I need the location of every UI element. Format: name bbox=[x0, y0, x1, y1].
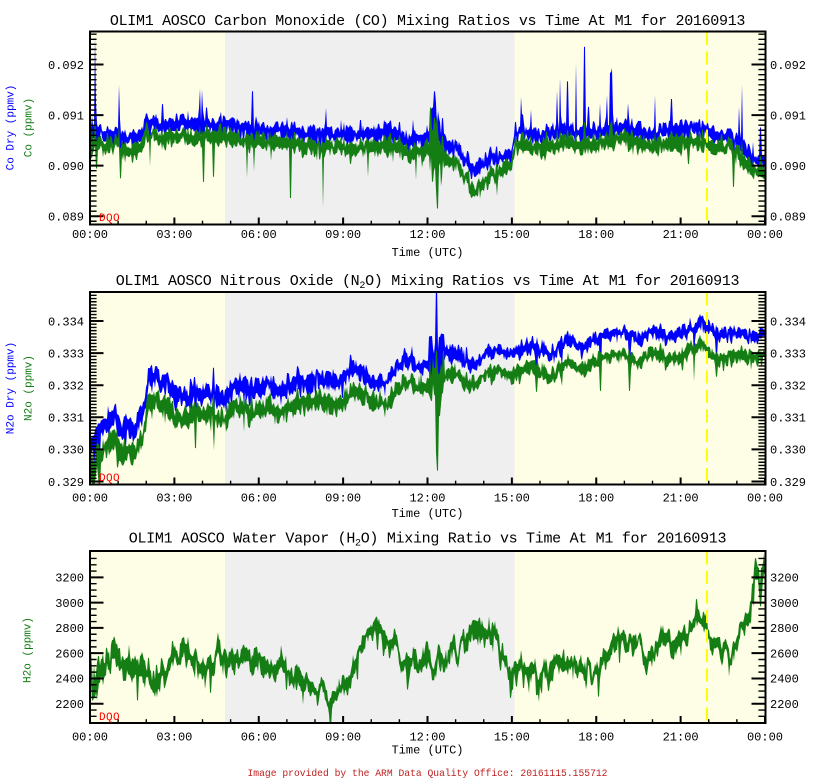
svg-text:OLIM1 AOSCO Carbon Monoxide (C: OLIM1 AOSCO Carbon Monoxide (CO) Mixing … bbox=[110, 13, 746, 30]
svg-text:0.329: 0.329 bbox=[770, 476, 806, 490]
svg-text:00:00: 00:00 bbox=[747, 730, 783, 744]
svg-text:06:00: 06:00 bbox=[241, 491, 277, 505]
svg-text:0.329: 0.329 bbox=[48, 476, 84, 490]
svg-text:DQO: DQO bbox=[99, 213, 120, 225]
svg-text:0.330: 0.330 bbox=[48, 444, 84, 458]
svg-text:2400: 2400 bbox=[770, 673, 799, 687]
svg-text:2600: 2600 bbox=[770, 648, 799, 662]
svg-text:Time (UTC): Time (UTC) bbox=[391, 743, 463, 757]
svg-text:3200: 3200 bbox=[770, 572, 799, 586]
svg-text:Image provided by the ARM Data: Image provided by the ARM Data Quality O… bbox=[248, 768, 608, 780]
svg-text:2400: 2400 bbox=[55, 673, 84, 687]
svg-text:DQO: DQO bbox=[99, 473, 120, 485]
svg-text:0.334: 0.334 bbox=[770, 315, 806, 329]
svg-text:0.090: 0.090 bbox=[48, 160, 84, 174]
svg-text:15:00: 15:00 bbox=[494, 491, 530, 505]
svg-text:N2o Dry (ppmv): N2o Dry (ppmv) bbox=[6, 342, 18, 434]
svg-text:03:00: 03:00 bbox=[156, 228, 192, 242]
svg-text:15:00: 15:00 bbox=[494, 228, 530, 242]
svg-text:0.330: 0.330 bbox=[770, 444, 806, 458]
svg-text:Time (UTC): Time (UTC) bbox=[391, 246, 463, 260]
svg-text:18:00: 18:00 bbox=[578, 730, 614, 744]
svg-text:09:00: 09:00 bbox=[325, 730, 361, 744]
svg-text:15:00: 15:00 bbox=[494, 730, 530, 744]
svg-text:Co Dry (ppmv): Co Dry (ppmv) bbox=[6, 85, 18, 171]
svg-text:09:00: 09:00 bbox=[325, 491, 361, 505]
svg-text:00:00: 00:00 bbox=[72, 730, 108, 744]
svg-text:2800: 2800 bbox=[770, 622, 799, 636]
svg-text:0.091: 0.091 bbox=[48, 109, 84, 123]
svg-text:H2o (ppmv): H2o (ppmv) bbox=[23, 617, 35, 683]
svg-text:0.089: 0.089 bbox=[48, 211, 84, 225]
svg-text:06:00: 06:00 bbox=[241, 228, 277, 242]
svg-text:2600: 2600 bbox=[55, 648, 84, 662]
svg-text:21:00: 21:00 bbox=[663, 228, 699, 242]
svg-text:00:00: 00:00 bbox=[72, 491, 108, 505]
svg-text:3200: 3200 bbox=[55, 572, 84, 586]
svg-text:00:00: 00:00 bbox=[747, 491, 783, 505]
svg-text:21:00: 21:00 bbox=[663, 491, 699, 505]
svg-text:0.331: 0.331 bbox=[48, 412, 84, 426]
svg-text:0.334: 0.334 bbox=[48, 315, 84, 329]
svg-text:0.090: 0.090 bbox=[770, 160, 806, 174]
svg-text:18:00: 18:00 bbox=[578, 228, 614, 242]
svg-text:OLIM1 AOSCO Nitrous Oxide (N2O: OLIM1 AOSCO Nitrous Oxide (N2O) Mixing R… bbox=[116, 273, 740, 292]
svg-text:00:00: 00:00 bbox=[747, 228, 783, 242]
svg-text:12:00: 12:00 bbox=[409, 228, 445, 242]
svg-text:0.092: 0.092 bbox=[770, 59, 806, 73]
svg-text:06:00: 06:00 bbox=[241, 730, 277, 744]
svg-text:3000: 3000 bbox=[55, 597, 84, 611]
svg-text:3000: 3000 bbox=[770, 597, 799, 611]
svg-text:0.333: 0.333 bbox=[770, 347, 806, 361]
svg-text:0.089: 0.089 bbox=[770, 211, 806, 225]
svg-text:09:00: 09:00 bbox=[325, 228, 361, 242]
svg-text:Co (ppmv): Co (ppmv) bbox=[24, 98, 36, 157]
svg-text:0.332: 0.332 bbox=[48, 380, 84, 394]
svg-text:12:00: 12:00 bbox=[409, 730, 445, 744]
svg-text:2200: 2200 bbox=[55, 698, 84, 712]
svg-text:18:00: 18:00 bbox=[578, 491, 614, 505]
svg-text:0.092: 0.092 bbox=[48, 59, 84, 73]
svg-text:0.091: 0.091 bbox=[770, 109, 806, 123]
svg-text:00:00: 00:00 bbox=[72, 228, 108, 242]
svg-text:0.331: 0.331 bbox=[770, 412, 806, 426]
svg-text:03:00: 03:00 bbox=[156, 491, 192, 505]
svg-text:12:00: 12:00 bbox=[409, 491, 445, 505]
svg-text:21:00: 21:00 bbox=[663, 730, 699, 744]
svg-text:DQO: DQO bbox=[99, 712, 120, 724]
svg-text:OLIM1 AOSCO Water Vapor (H2O): OLIM1 AOSCO Water Vapor (H2O) Mixing Rat… bbox=[129, 530, 727, 549]
svg-text:N2o (ppmv): N2o (ppmv) bbox=[24, 355, 36, 421]
svg-text:2800: 2800 bbox=[55, 622, 84, 636]
svg-text:03:00: 03:00 bbox=[156, 730, 192, 744]
svg-text:Time (UTC): Time (UTC) bbox=[391, 507, 463, 521]
svg-text:0.332: 0.332 bbox=[770, 380, 806, 394]
svg-text:2200: 2200 bbox=[770, 698, 799, 712]
svg-text:0.333: 0.333 bbox=[48, 347, 84, 361]
